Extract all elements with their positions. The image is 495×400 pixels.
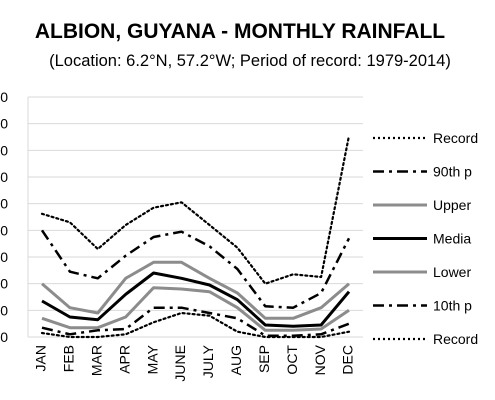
y-axis-ticks: 0 0 0 0 0 0 0 0 0 0 [0,89,8,345]
y-tick-label: 0 [0,329,8,345]
x-tick-label: JULY [200,344,216,378]
series-line-2 [41,260,350,320]
x-tick-label: FEB [61,345,77,372]
y-tick-label: 0 [0,276,8,292]
series-line-3 [41,271,351,328]
y-tick-label: 0 [0,302,8,318]
x-tick-label: JAN [33,345,49,371]
chart-title: ALBION, GUYANA - MONTHLY RAINFALL [35,20,445,43]
series-line-1 [40,229,351,309]
series-line-5 [41,306,350,337]
gridlines [27,96,363,338]
x-tick-label: OCT [284,345,300,375]
legend-label-3: Media [433,231,471,247]
series-lines [40,134,351,339]
x-tick-label: JUNE [172,345,188,382]
chart-subtitle: (Location: 6.2°N, 57.2°W; Period of reco… [49,52,451,70]
legend-label-5: 10th p [433,298,472,314]
x-tick-label: AUG [228,345,244,375]
y-tick-label: 0 [0,89,8,105]
legend-label-0: Record [433,130,478,146]
x-tick-label: MAR [88,345,104,376]
y-tick-label: 0 [0,249,8,265]
y-tick-label: 0 [0,116,8,132]
y-tick-label: 0 [0,142,8,158]
x-tick-label: DEC [340,345,356,375]
y-tick-label: 0 [0,169,8,185]
x-tick-label: NOV [312,344,328,375]
legend-label-4: Lower [433,264,471,280]
x-tick-label: SEP [256,345,272,373]
x-tick-label: APR [116,345,132,374]
y-tick-label: 0 [0,222,8,238]
x-tick-label: MAY [144,344,160,374]
legend-label-2: Upper [433,197,471,213]
series-line-4 [41,286,350,332]
legend: Record 90th p Upper Media Lower 10th p Record [373,130,478,347]
legend-label-6: Record [433,331,478,347]
legend-label-1: 90th p [433,164,472,180]
y-tick-label: 0 [0,196,8,212]
series-line-0 [40,134,351,285]
x-axis-ticks: JAN FEB MAR APR MAY JUNE JULY AUG SEP OCT NOV DEC [33,344,356,381]
series-line-6 [40,311,351,339]
